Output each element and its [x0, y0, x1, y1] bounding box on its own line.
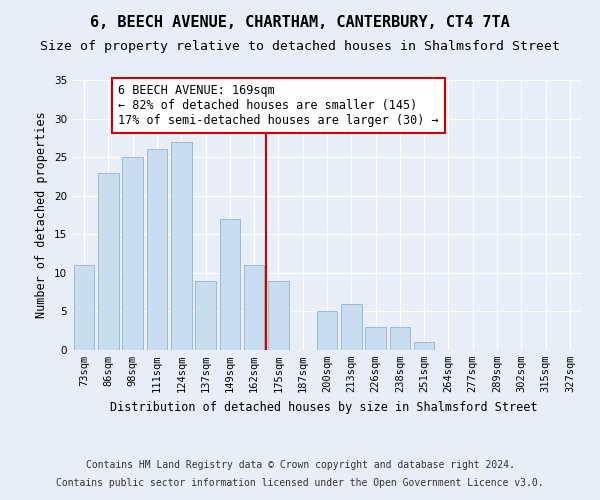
Bar — [414, 342, 434, 350]
Bar — [74, 265, 94, 350]
Bar — [268, 280, 289, 350]
Bar — [98, 172, 119, 350]
Bar — [195, 280, 216, 350]
Bar — [146, 150, 167, 350]
Bar — [317, 312, 337, 350]
Bar — [341, 304, 362, 350]
Text: Contains HM Land Registry data © Crown copyright and database right 2024.: Contains HM Land Registry data © Crown c… — [86, 460, 514, 470]
Bar — [171, 142, 191, 350]
Bar — [220, 219, 240, 350]
Bar — [389, 327, 410, 350]
Bar — [244, 265, 265, 350]
Bar — [365, 327, 386, 350]
Text: Size of property relative to detached houses in Shalmsford Street: Size of property relative to detached ho… — [40, 40, 560, 53]
Y-axis label: Number of detached properties: Number of detached properties — [35, 112, 49, 318]
Text: Contains public sector information licensed under the Open Government Licence v3: Contains public sector information licen… — [56, 478, 544, 488]
Text: 6 BEECH AVENUE: 169sqm
← 82% of detached houses are smaller (145)
17% of semi-de: 6 BEECH AVENUE: 169sqm ← 82% of detached… — [118, 84, 439, 127]
Text: Distribution of detached houses by size in Shalmsford Street: Distribution of detached houses by size … — [110, 401, 538, 414]
Bar — [122, 157, 143, 350]
Text: 6, BEECH AVENUE, CHARTHAM, CANTERBURY, CT4 7TA: 6, BEECH AVENUE, CHARTHAM, CANTERBURY, C… — [90, 15, 510, 30]
